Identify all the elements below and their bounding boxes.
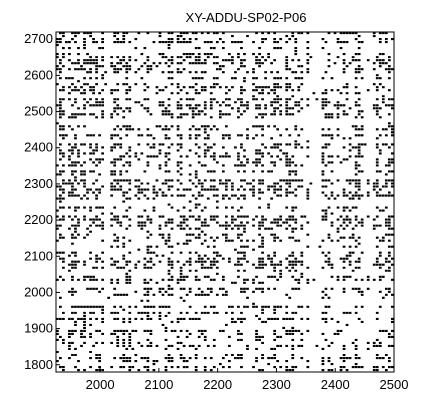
chart-title: XY-ADDU-SP02-P06 (186, 10, 307, 25)
y-tick-label: 2200 (24, 212, 53, 227)
y-tick-label: 2500 (24, 104, 53, 119)
plot-frame (55, 31, 395, 373)
x-tick-label: 2000 (86, 377, 115, 392)
y-tick-label: 1900 (24, 321, 53, 336)
y-tick-label: 2400 (24, 140, 53, 155)
y-axis: 1800 1900 2000 2100 2200 2300 2400 2500 2600 2700 (24, 31, 60, 372)
y-tick-label: 1800 (24, 357, 53, 372)
x-tick-label: 2400 (321, 377, 350, 392)
recurrence-points (56, 32, 394, 372)
y-tick-label: 2000 (24, 284, 53, 299)
x-axis: 2000 2100 2200 2300 2400 2500 (86, 368, 409, 392)
y-tick-label: 2100 (24, 248, 53, 263)
plot-dots (56, 32, 394, 372)
x-tick-label: 2100 (144, 377, 173, 392)
x-tick-label: 2200 (203, 377, 232, 392)
x-tick-label: 2300 (262, 377, 291, 392)
y-tick-label: 2300 (24, 176, 53, 191)
x-tick-label: 2500 (380, 377, 409, 392)
y-tick-label: 2600 (24, 67, 53, 82)
y-tick-label: 2700 (24, 31, 53, 46)
